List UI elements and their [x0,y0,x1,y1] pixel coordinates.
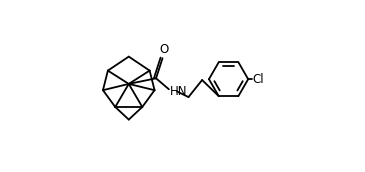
Text: Cl: Cl [252,73,264,86]
Text: O: O [159,44,168,56]
Text: HN: HN [170,85,187,98]
